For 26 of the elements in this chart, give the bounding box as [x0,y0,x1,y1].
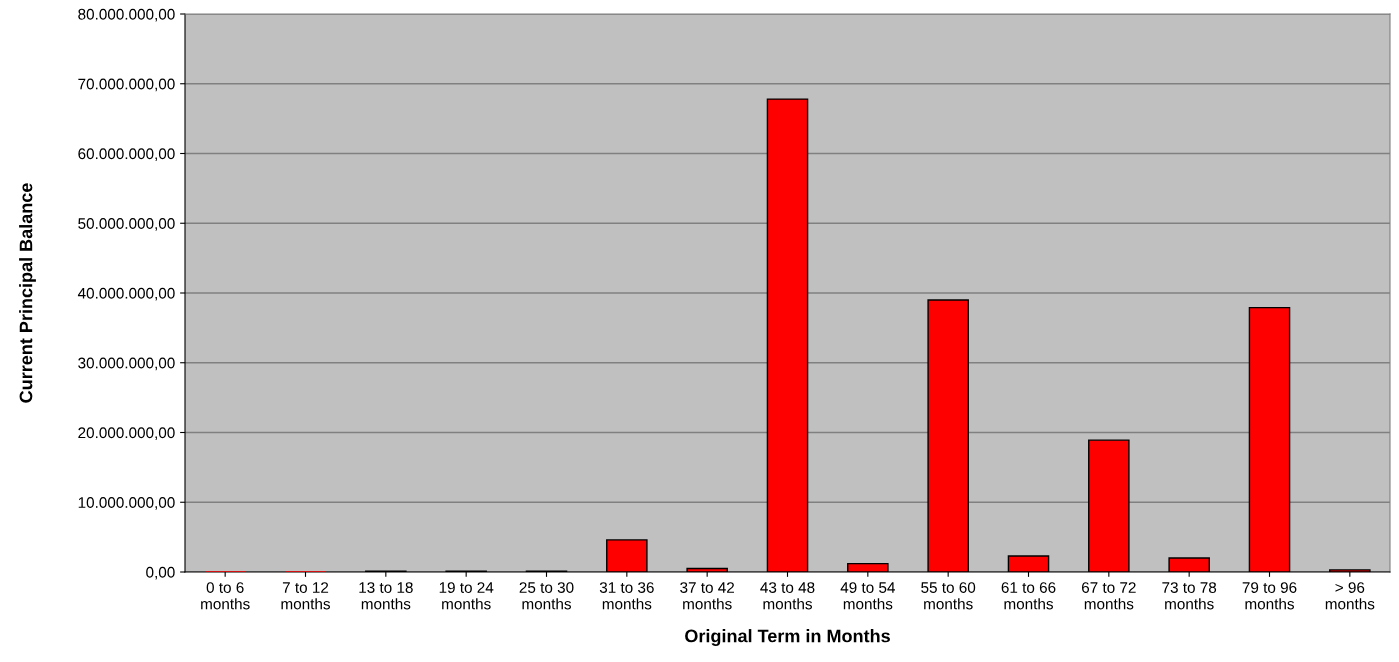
y-tick-label: 70.000.000,00 [78,78,175,92]
y-tick-label: 40.000.000,00 [77,287,175,301]
x-tick-label: 73 to 78 months [1162,582,1217,610]
y-tick-label: 0,00 [146,566,175,580]
x-tick-label: 49 to 54 months [840,582,895,610]
x-tick-label: 55 to 60 months [921,582,976,610]
x-axis-title: Original Term in Months [685,629,890,646]
y-tick-label: 20.000.000,00 [78,427,175,440]
x-tick-label: 43 to 48 months [760,582,815,610]
x-tick-label: 61 to 66 months [1001,582,1056,610]
y-tick-label: 80.000.000,00 [78,8,175,22]
x-tick-label: 37 to 42 months [680,582,735,610]
x-tick-label: > 96 months [1325,582,1375,610]
y-tick-label: 30.000.000,00 [78,357,175,371]
x-tick-label: 79 to 96 months [1242,582,1297,610]
y-tick-label: 50.000.000,00 [78,218,175,231]
y-axis-title: Current Principal Balance [19,183,36,403]
x-tick-label: 31 to 36 months [599,582,654,610]
x-tick-label: 7 to 12 months [281,582,330,610]
x-tick-label: 19 to 24 months [439,582,494,610]
y-tick-label: 10.000.000,00 [78,497,175,510]
x-tick-label: 0 to 6 months [201,582,250,610]
y-tick-label: 60.000.000,00 [78,148,175,161]
x-tick-label: 25 to 30 months [519,582,574,610]
x-tick-label: 67 to 72 months [1082,582,1136,610]
x-tick-label: 13 to 18 months [359,582,413,610]
